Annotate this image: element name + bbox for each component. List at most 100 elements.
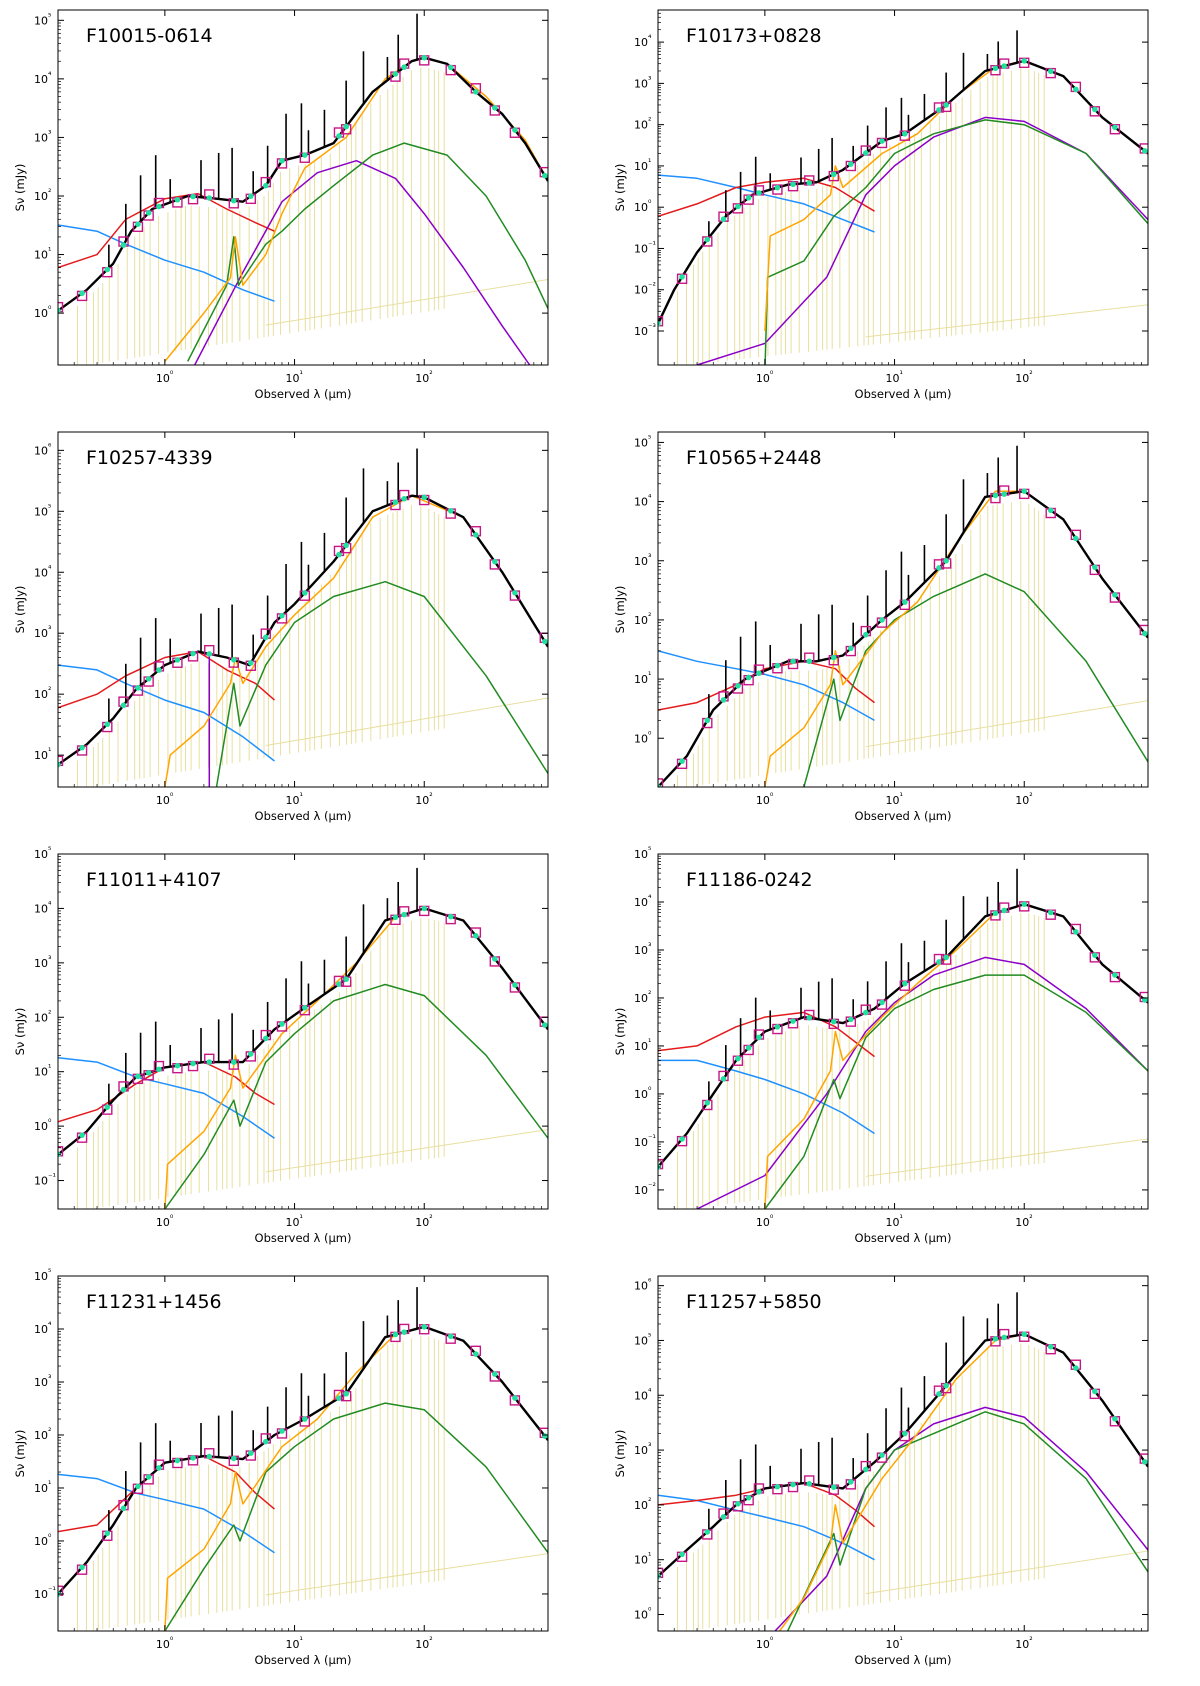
model-flux-point: [720, 697, 727, 703]
y-tick-label: 10¹: [634, 158, 651, 173]
model-flux-point: [1001, 491, 1007, 497]
model-flux-point: [190, 1455, 196, 1461]
sed-panel: 10⁻³ 10⁻² 10⁻¹ 10⁰ 10¹ 10² 10³ 10⁴ 10⁰ 10¹ 10² Obse…: [600, 0, 1200, 420]
y-tick-label: 10⁵: [34, 12, 51, 27]
series-line-old-stars: [658, 650, 875, 722]
y-tick-label: 10²: [634, 990, 651, 1005]
y-axis-label: Sν (mJy): [613, 586, 627, 634]
series-line-young-stars: [658, 1482, 875, 1528]
photometry-markers: [58, 905, 548, 1158]
model-flux-point: [879, 1452, 885, 1458]
y-tick-label: 10²: [34, 1427, 51, 1442]
model-flux-point: [120, 1086, 127, 1093]
y-tick-label: 10⁵: [34, 1268, 51, 1283]
model-flux-point: [541, 1433, 548, 1439]
x-tick-label: 10⁰: [756, 1214, 774, 1229]
model-flux-point: [336, 551, 342, 558]
model-flux-point: [1047, 68, 1054, 75]
y-tick-label: 10⁴: [34, 900, 52, 915]
model-flux-point: [512, 127, 518, 133]
total-emission-spikes: [708, 30, 1018, 238]
y-tick-label: 10⁵: [34, 846, 51, 861]
model-flux-point: [541, 172, 548, 179]
model-flux-point: [756, 190, 762, 196]
plot-area: [658, 1292, 1148, 1631]
gas-emission-lines: [676, 1343, 1148, 1631]
model-flux-point: [279, 157, 285, 164]
y-tick-label: 10¹: [634, 1552, 651, 1567]
model-flux-point: [1073, 86, 1079, 93]
model-flux-point: [104, 266, 111, 273]
model-flux-point: [492, 558, 498, 565]
y-tick-label: 10⁰: [634, 199, 652, 214]
model-flux-point: [104, 721, 111, 728]
y-axis: 10⁻² 10⁻¹ 10⁰ 10¹ 10² 10³ 10⁴ 10⁵: [634, 846, 1148, 1197]
y-tick-label: 10⁴: [634, 494, 652, 509]
series-line-young-stars: [658, 177, 875, 218]
series-line-old-stars: [58, 224, 275, 302]
y-tick-label: 10⁻¹: [34, 1586, 56, 1601]
series-line-old-stars: [58, 664, 275, 762]
series-line-starburst: [778, 1333, 1148, 1631]
panel-title: F10173+0828: [686, 25, 822, 47]
y-axis: 10⁻¹ 10⁰ 10¹ 10² 10³ 10⁴ 10⁵: [34, 846, 548, 1188]
x-axis: 10⁰ 10¹ 10²: [673, 432, 1149, 807]
y-axis: 10¹ 10² 10³ 10⁴ 10⁵ 10⁶: [34, 431, 548, 762]
y-tick-label: 10⁰: [634, 1086, 652, 1101]
series-line-old-stars: [658, 1494, 875, 1561]
model-flux-point: [658, 784, 661, 787]
model-flux-point: [79, 1132, 85, 1138]
sed-panel: 10⁰ 10¹ 10² 10³ 10⁴ 10⁵ 10⁶ 10⁰ 10¹ 10² Observed λ…: [600, 1266, 1200, 1686]
series-line-young-stars: [658, 1011, 875, 1058]
series-line-agn-torus: [803, 573, 1148, 787]
model-flux-point: [943, 557, 949, 564]
x-axis-label: Observed λ (μm): [255, 809, 352, 823]
y-tick-label: 10²: [34, 1009, 51, 1024]
series-line-young-stars: [58, 650, 275, 709]
axes-frame: [57, 853, 549, 1210]
panel-title: F11231+1456: [86, 1291, 222, 1313]
model-flux-point: [447, 1333, 454, 1340]
model-flux-point: [735, 203, 741, 210]
sed-panel: 10⁰ 10¹ 10² 10³ 10⁴ 10⁵ 10⁰ 10¹ 10² Observed λ (μ…: [600, 422, 1200, 842]
model-flux-point: [279, 1021, 285, 1027]
y-axis: 10⁻¹ 10⁰ 10¹ 10² 10³ 10⁴ 10⁵: [34, 1268, 548, 1601]
y-tick-label: 10¹: [634, 1038, 651, 1053]
model-flux-point: [206, 1453, 213, 1460]
y-tick-label: 10⁻¹: [34, 1173, 56, 1188]
model-flux-point: [679, 1551, 685, 1558]
model-flux-point: [830, 654, 837, 661]
photometry-markers: [58, 489, 548, 768]
model-flux-point: [879, 999, 885, 1006]
model-flux-point: [774, 1024, 781, 1030]
model-flux-point: [206, 651, 213, 657]
model-flux-point: [336, 133, 342, 139]
y-tick-label: 10⁴: [34, 71, 52, 86]
model-flux-point: [473, 1351, 479, 1357]
x-tick-label: 10⁰: [156, 370, 174, 385]
model-flux-point: [790, 1481, 796, 1488]
model-flux-point: [79, 744, 85, 751]
model-flux-point: [447, 64, 454, 71]
model-flux-point: [401, 911, 407, 918]
y-tick-label: 10¹: [34, 1064, 51, 1079]
model-flux-point: [1112, 124, 1118, 131]
model-flux-point: [735, 1055, 741, 1062]
x-tick-label: 10¹: [286, 370, 303, 385]
model-flux-point: [1112, 1415, 1118, 1422]
axes-frame: [57, 9, 549, 366]
y-tick-label: 10⁶: [634, 1278, 652, 1293]
model-flux-point: [704, 1099, 711, 1106]
series-line-agn-polar: [194, 159, 531, 365]
y-tick-label: 10²: [634, 117, 651, 132]
axes-frame: [57, 1275, 549, 1632]
y-tick-label: 10⁻¹: [634, 1134, 656, 1149]
x-tick-label: 10⁰: [756, 792, 774, 807]
model-flux-point: [473, 532, 479, 538]
y-tick-label: 10³: [634, 553, 651, 568]
x-tick-label: 10²: [415, 370, 432, 385]
model-flux-point: [79, 290, 85, 297]
series-line-agn-polar: [696, 956, 1148, 1209]
x-tick-label: 10²: [1015, 1214, 1032, 1229]
model-flux-point: [806, 180, 813, 186]
